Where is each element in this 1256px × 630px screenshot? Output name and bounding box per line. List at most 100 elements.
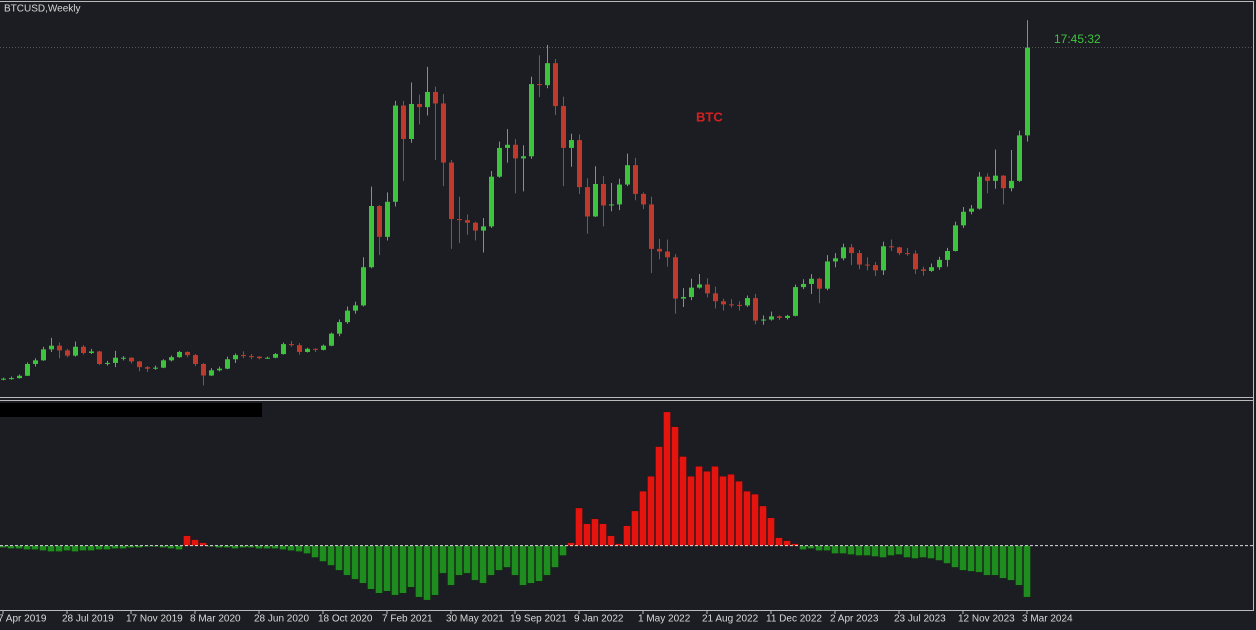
x-tick-label: 1 May 2022: [638, 614, 691, 625]
candle-body: [369, 205, 374, 268]
histogram-bar: [343, 545, 351, 576]
candle-body: [609, 204, 614, 206]
x-tick-label: 21 Aug 2022: [702, 614, 759, 625]
histogram-bar: [495, 545, 503, 571]
histogram-bar: [1023, 545, 1031, 598]
histogram-bar: [447, 545, 455, 586]
histogram-bar: [183, 535, 191, 546]
histogram-bar: [15, 545, 23, 549]
candle-body: [657, 248, 662, 252]
histogram-bar: [887, 545, 895, 556]
candle-body: [473, 222, 478, 231]
candle-body: [785, 315, 790, 318]
x-tick-label: 17 Nov 2019: [126, 614, 183, 625]
candle-body: [985, 176, 990, 181]
histogram-bar: [935, 545, 943, 561]
histogram-bar: [879, 545, 887, 558]
histogram-bar: [479, 545, 487, 584]
candle-body: [489, 176, 494, 227]
histogram-bar: [71, 545, 79, 552]
candle-body: [705, 284, 710, 294]
histogram-bar: [103, 545, 111, 550]
candle-body: [129, 357, 134, 362]
candle-body: [881, 246, 886, 271]
candle-body: [385, 201, 390, 237]
candle-body: [353, 305, 358, 311]
histogram-bar: [423, 545, 431, 601]
candle-body: [681, 297, 686, 299]
histogram-bar: [991, 545, 999, 576]
x-tick-label: 28 Jun 2020: [254, 614, 309, 625]
chart-title: BTCUSD,Weekly: [4, 4, 81, 15]
x-tick-label: 18 Oct 2020: [318, 614, 373, 625]
x-tick-label: 7 Apr 2019: [0, 614, 47, 625]
candle-body: [1025, 47, 1030, 136]
candle-body: [329, 333, 334, 346]
histogram-bar: [311, 545, 319, 558]
histogram-bar: [1015, 545, 1023, 586]
histogram-bar: [55, 545, 63, 552]
histogram-bar: [983, 545, 991, 576]
candle-body: [409, 103, 414, 140]
candle-body: [833, 258, 838, 262]
candle-body: [553, 63, 558, 107]
histogram-bar: [487, 545, 495, 576]
candle-body: [73, 346, 78, 356]
histogram-bar: [455, 545, 463, 576]
candle-body: [433, 91, 438, 104]
candle-body: [625, 165, 630, 185]
candle-body: [905, 253, 910, 255]
histogram-bar: [519, 545, 527, 586]
candle-body: [153, 367, 158, 369]
histogram-bar: [31, 545, 39, 550]
histogram-bar: [591, 518, 599, 546]
histogram-bar: [831, 545, 839, 554]
histogram-bar: [39, 545, 47, 551]
redacted-label: [0, 403, 262, 417]
candle-body: [545, 63, 550, 86]
x-tick-label: 2 Apr 2023: [830, 614, 879, 625]
histogram-bar: [615, 543, 623, 546]
histogram-bar: [815, 545, 823, 551]
candle-body: [969, 208, 974, 212]
candle-body: [633, 165, 638, 194]
candle-body: [9, 378, 14, 380]
candle-body: [209, 370, 214, 376]
histogram-bar: [543, 545, 551, 576]
histogram-bar: [551, 545, 559, 568]
candle-body: [897, 247, 902, 254]
candle-body: [521, 156, 526, 159]
x-tick-label: 3 Mar 2024: [1022, 614, 1073, 625]
candle-body: [49, 345, 54, 350]
candle-body: [201, 363, 206, 376]
candle-body: [105, 362, 110, 364]
candle-body: [721, 301, 726, 305]
histogram-bar: [87, 545, 95, 551]
histogram-bar: [903, 545, 911, 558]
histogram-bar: [687, 476, 695, 546]
candle-body: [145, 367, 150, 369]
histogram-bar: [359, 545, 367, 584]
histogram-bar: [575, 507, 583, 546]
candle-body: [89, 351, 94, 354]
histogram-bar: [751, 493, 759, 546]
histogram-bar: [679, 456, 687, 546]
candle-body: [761, 319, 766, 321]
histogram-bar: [767, 517, 775, 546]
histogram-bar: [391, 545, 399, 596]
candle-body: [281, 344, 286, 355]
candle-body: [793, 287, 798, 316]
candle-body: [193, 355, 198, 364]
candle-body: [377, 205, 382, 237]
x-tick-label: 23 Jul 2023: [894, 614, 946, 625]
candle-body: [401, 105, 406, 140]
candle-body: [497, 147, 502, 177]
histogram-bar: [663, 411, 671, 546]
histogram-bar: [639, 490, 647, 546]
histogram-bar: [527, 545, 535, 584]
histogram-bar: [703, 471, 711, 546]
candle-body: [225, 359, 230, 369]
histogram-bar: [839, 545, 847, 554]
